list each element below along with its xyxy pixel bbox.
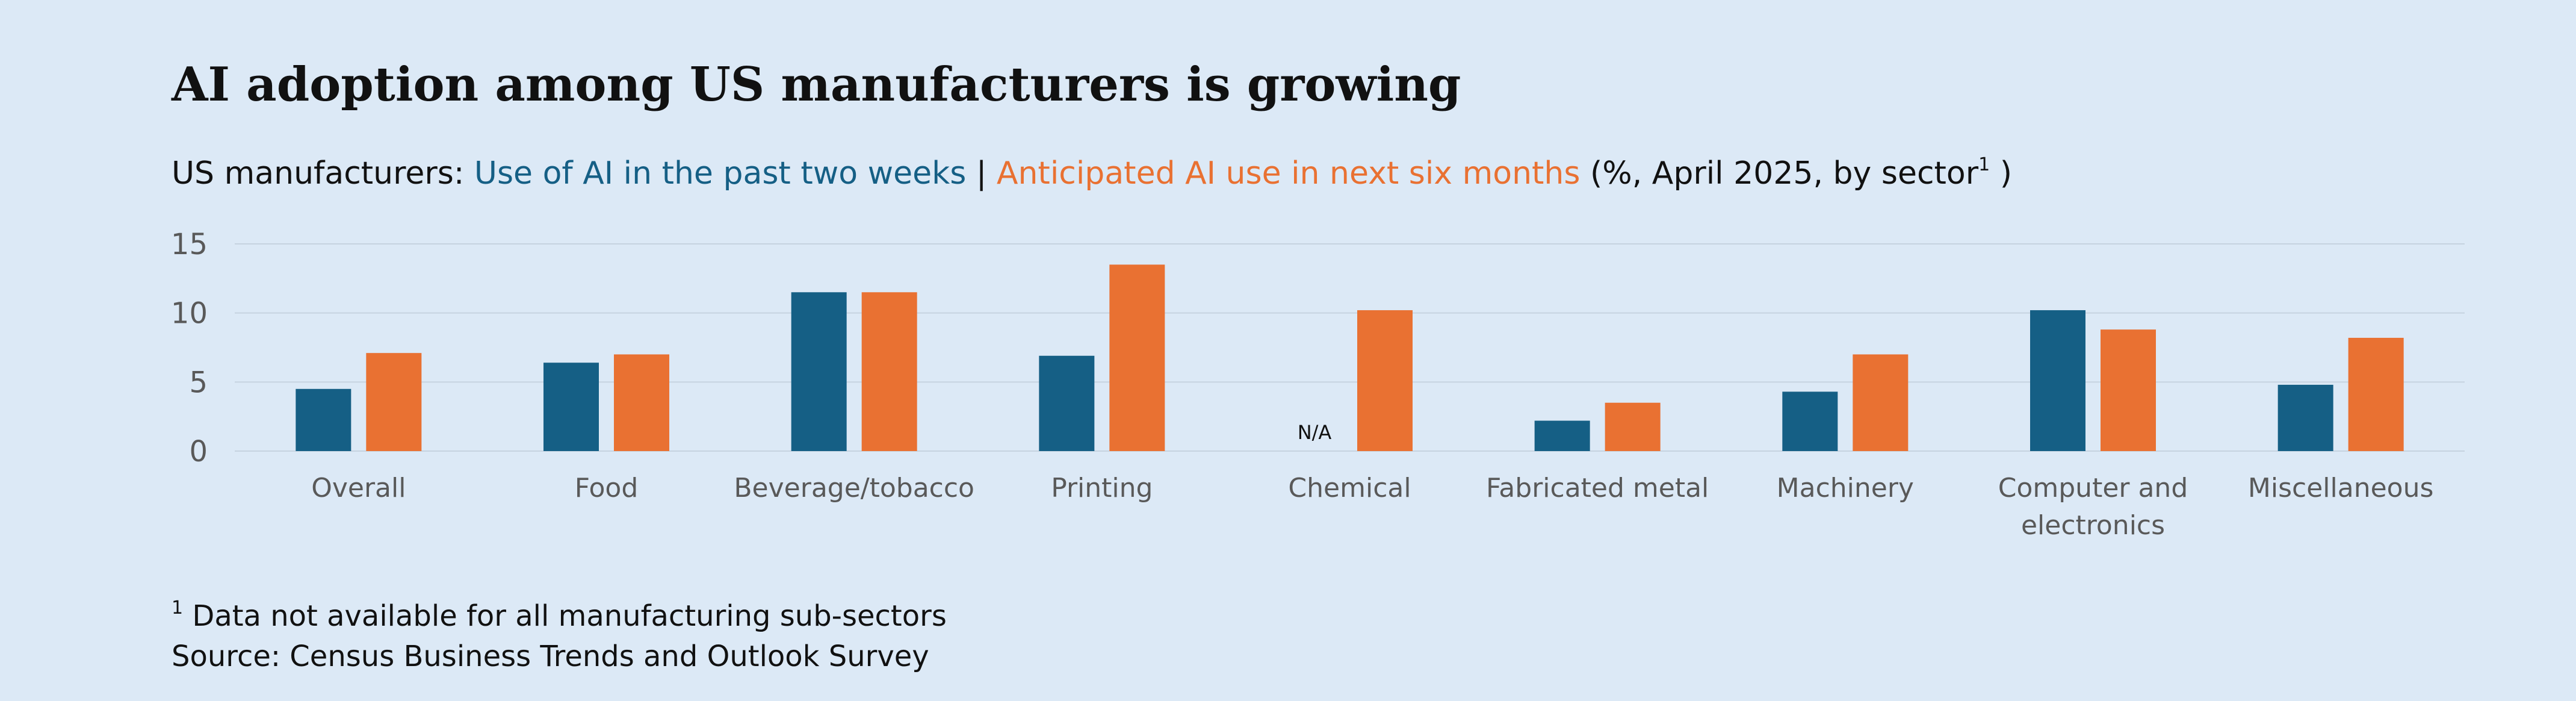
subtitle-footnote-marker: 1 (1978, 154, 1990, 175)
subtitle-prefix: US manufacturers: (172, 155, 474, 192)
bar-past-two-weeks-1 (543, 363, 599, 451)
source-note: Source: Census Business Trends and Outlo… (172, 640, 929, 673)
footnote: 1 Data not available for all manufacturi… (172, 597, 947, 634)
x-tick-label-4: Chemical (1288, 473, 1411, 503)
subtitle-suffix-end: ) (1990, 155, 2013, 192)
x-tick-label-8: Miscellaneous (2248, 473, 2433, 503)
x-tick-label-7: Computer and (1998, 473, 2188, 503)
bar-past-two-weeks-3 (1039, 355, 1095, 451)
y-tick-label-15: 15 (171, 228, 208, 261)
bar-next-six-months-5 (1605, 402, 1661, 451)
footnote-text: Data not available for all manufacturing… (183, 599, 947, 633)
y-tick-label-10: 10 (171, 297, 208, 331)
x-tick-label-0: Overall (311, 473, 406, 503)
bar-next-six-months-4 (1357, 310, 1413, 451)
bar-next-six-months-0 (366, 353, 422, 451)
chart-title: AI adoption among US manufacturers is gr… (172, 57, 1461, 112)
bar-past-two-weeks-8 (2277, 384, 2333, 451)
subtitle-separator: | (966, 155, 997, 192)
x-tick-label-2: Beverage/tobacco (734, 473, 974, 503)
x-tick-label-3: Printing (1051, 473, 1153, 503)
y-tick-label-5: 5 (189, 366, 208, 399)
missing-value-label: N/A (1298, 421, 1332, 444)
footnote-marker: 1 (172, 597, 184, 618)
bar-next-six-months-8 (2348, 337, 2404, 451)
bar-past-two-weeks-2 (791, 292, 847, 451)
bar-next-six-months-3 (1109, 264, 1165, 451)
bar-past-two-weeks-0 (296, 388, 351, 451)
x-tick-label-6: Machinery (1777, 473, 1914, 503)
bar-next-six-months-7 (2101, 329, 2156, 451)
subtitle-series2: Anticipated AI use in next six months (996, 155, 1581, 192)
bar-next-six-months-2 (861, 292, 917, 451)
bar-past-two-weeks-7 (2030, 310, 2085, 451)
subtitle-series1: Use of AI in the past two weeks (474, 155, 967, 192)
bar-past-two-weeks-5 (1534, 420, 1590, 451)
bar-next-six-months-6 (1853, 354, 1909, 451)
bar-next-six-months-1 (614, 354, 669, 451)
x-tick-label-5: Fabricated metal (1486, 473, 1709, 503)
x-tick-label-1: Food (575, 473, 639, 503)
subtitle-suffix: (%, April 2025, by sector (1580, 155, 1979, 192)
chart-subtitle: US manufacturers: Use of AI in the past … (172, 155, 2012, 192)
bar-past-two-weeks-6 (1782, 391, 1838, 451)
x-tick-label-7: electronics (2021, 510, 2165, 541)
y-tick-label-0: 0 (189, 435, 208, 469)
